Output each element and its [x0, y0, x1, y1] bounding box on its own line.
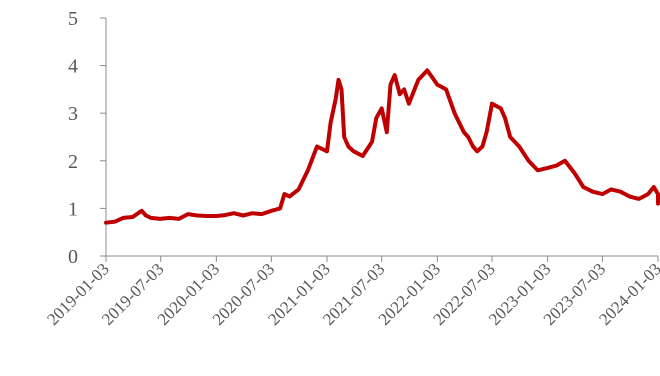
series-line	[104, 68, 660, 225]
x-axis-ticks	[105, 256, 659, 262]
y-tick-label: 5	[68, 8, 78, 30]
y-tick-label: 1	[68, 198, 78, 220]
x-axis-labels: 2019-01-032019-07-032020-01-032020-07-03…	[43, 259, 660, 329]
y-tick-label: 4	[68, 56, 78, 78]
y-axis-ticks	[100, 17, 106, 257]
y-tick-label: 2	[68, 151, 78, 173]
y-axis-labels: 0 1 2 3 4 5	[68, 8, 78, 268]
y-tick-label: 3	[68, 103, 78, 125]
y-tick-label: 0	[68, 246, 78, 268]
